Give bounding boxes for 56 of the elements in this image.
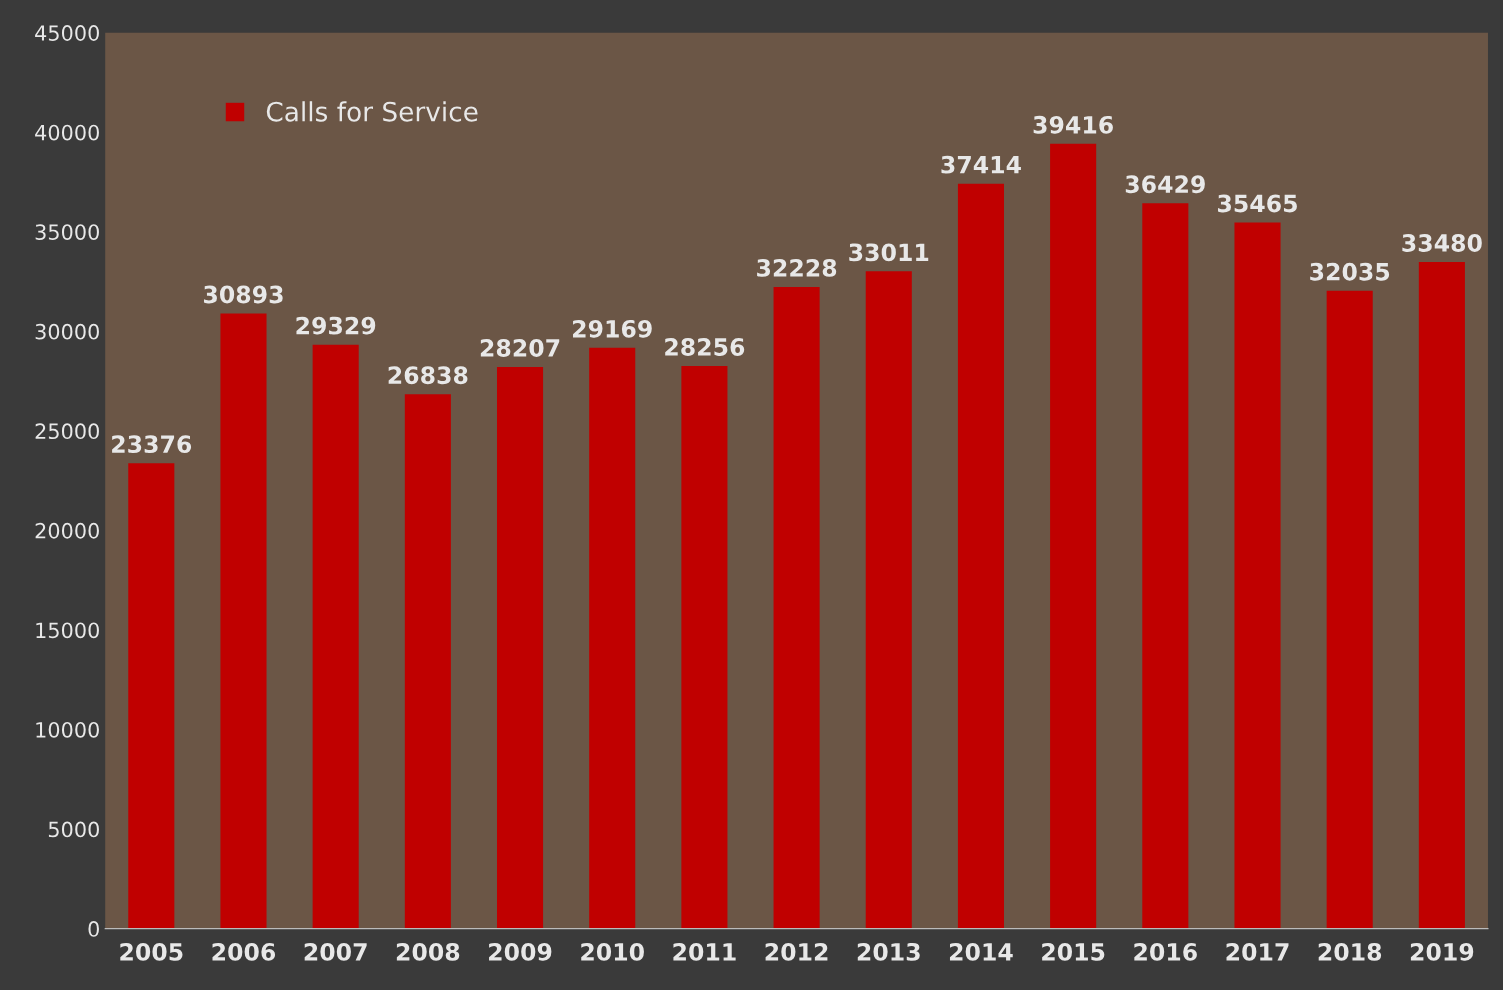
data-label: 29169: [573, 319, 652, 338]
x-tick-label: 2010: [581, 942, 644, 961]
data-label: 26838: [388, 366, 468, 385]
data-label: 37414: [941, 155, 1021, 174]
data-label: 35465: [1218, 194, 1297, 213]
bar: [404, 394, 451, 929]
bar: [1418, 262, 1465, 929]
bar: [1326, 290, 1373, 929]
bar: [865, 271, 912, 929]
data-label: 33011: [849, 243, 929, 262]
y-tick-label: 10000: [36, 721, 99, 738]
x-tick-label: 2012: [765, 942, 828, 961]
bar: [957, 183, 1004, 929]
x-tick-label: 2014: [949, 942, 1013, 961]
bar: [773, 286, 820, 929]
data-label: 33480: [1402, 234, 1482, 252]
bar: [1234, 222, 1281, 929]
x-tick-label: 2016: [1134, 942, 1197, 961]
legend-label: Calls for Service: [266, 101, 478, 122]
x-tick-label: 2006: [212, 942, 276, 961]
y-tick-label: 35000: [35, 224, 99, 240]
y-tick-label: 0: [88, 921, 99, 937]
data-label: 28256: [665, 338, 745, 356]
x-tick-label: 2017: [1226, 942, 1289, 961]
data-label: 39416: [1033, 115, 1113, 134]
y-tick-label: 30000: [35, 323, 99, 340]
x-tick-label: 2011: [673, 942, 736, 961]
y-tick-label: 5000: [48, 821, 99, 838]
x-tick-label: 2015: [1042, 942, 1105, 961]
y-tick-label: 15000: [36, 622, 99, 639]
data-label: 30893: [203, 285, 283, 304]
bar: [312, 344, 359, 929]
data-label: 23376: [112, 435, 192, 454]
x-tick-label: 2009: [489, 942, 552, 961]
x-tick-label: 2019: [1410, 942, 1474, 961]
y-tick-label: 20000: [35, 522, 99, 539]
bar: [1050, 143, 1097, 929]
x-tick-label: 2008: [396, 942, 460, 961]
data-label: 36429: [1125, 175, 1205, 194]
bar: [1142, 203, 1189, 929]
x-tick-label: 2013: [857, 942, 920, 961]
y-tick-label: 25000: [35, 423, 99, 440]
bar: [681, 366, 728, 929]
x-tick-label: 2018: [1318, 942, 1382, 961]
x-tick-label: 2007: [304, 942, 367, 961]
data-label: 32035: [1310, 262, 1390, 281]
y-tick-label: 45000: [35, 25, 99, 41]
bar: [496, 367, 544, 929]
bar: [128, 463, 175, 929]
bar: [220, 313, 267, 929]
x-tick-label: 2005: [120, 942, 183, 961]
data-label: 29329: [296, 316, 376, 335]
data-label: 32228: [757, 258, 837, 277]
bar: [589, 347, 636, 929]
data-label: 28207: [480, 339, 560, 357]
y-tick-label: 40000: [35, 124, 99, 141]
